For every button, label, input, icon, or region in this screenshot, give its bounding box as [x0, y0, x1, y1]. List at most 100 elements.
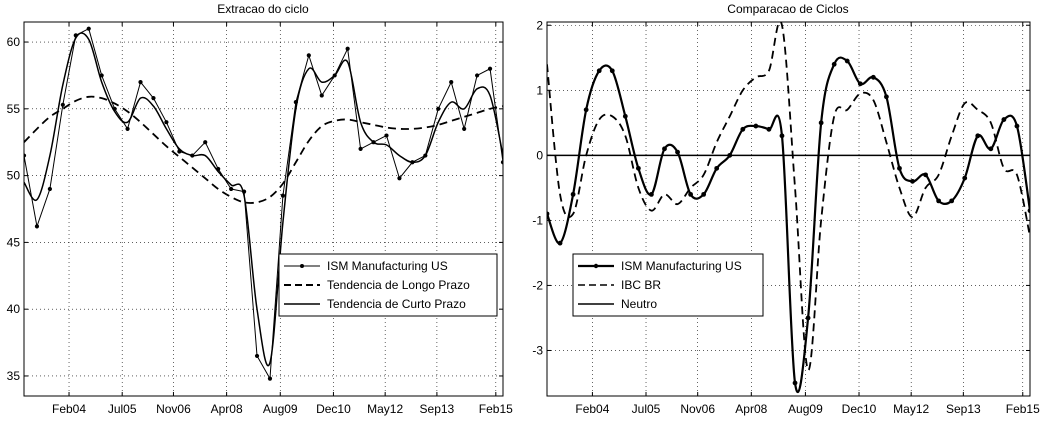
right-point-ism-manufacturing-us: [923, 172, 928, 178]
right-axes-box: [546, 21, 1031, 397]
right-point-ism-manufacturing-us: [583, 107, 589, 113]
right-point-ism-manufacturing-us: [988, 146, 994, 152]
right-ytick-label: 2: [536, 18, 543, 32]
right-point-ism-manufacturing-us: [714, 165, 720, 171]
left-point-ism-manufacturing-us: [500, 160, 503, 165]
right-line-ibc-br: [547, 22, 1030, 371]
left-point-ism-manufacturing-us: [358, 146, 363, 151]
right-point-ism-manufacturing-us: [884, 94, 889, 100]
left-point-ism-manufacturing-us: [86, 26, 91, 31]
right-point-ism-manufacturing-us: [962, 175, 968, 181]
left-plot-area: [24, 22, 503, 396]
left-point-ism-manufacturing-us: [345, 46, 350, 51]
left-ticks: 35 40 45 50 55 60 Feb04 Jul05 Nov06 Apr08 Aug09 Dec…: [7, 22, 513, 416]
right-point-ism-manufacturing-us: [805, 315, 811, 321]
right-point-ism-manufacturing-us: [662, 146, 667, 152]
right-point-ism-manufacturing-us: [766, 126, 772, 132]
left-point-ism-manufacturing-us: [436, 106, 441, 111]
left-ytick-label: 55: [7, 102, 21, 116]
right-point-ism-manufacturing-us: [649, 191, 654, 197]
right-point-ism-manufacturing-us: [844, 58, 850, 64]
right-point-ism-manufacturing-us: [688, 191, 693, 197]
left-xtick-label: May12: [367, 402, 403, 416]
right-plot-area: [547, 22, 1030, 396]
right-series-ism-manufacturing-us: [547, 56, 1030, 393]
left-point-ism-manufacturing-us: [475, 73, 480, 78]
right-point-ism-manufacturing-us: [1027, 208, 1030, 214]
right-xtick-label: Dec10: [842, 402, 877, 416]
right-point-ism-manufacturing-us: [910, 178, 915, 184]
right-point-ism-manufacturing-us: [727, 152, 733, 158]
left-point-ism-manufacturing-us: [293, 100, 298, 105]
right-legend-label-ibc: IBC BR: [621, 278, 661, 292]
left-point-ism-manufacturing-us: [319, 93, 324, 98]
left-point-ism-manufacturing-us: [229, 186, 234, 192]
left-legend-box: [278, 253, 498, 317]
left-point-ism-manufacturing-us: [280, 193, 286, 198]
right-point-ism-manufacturing-us: [570, 191, 576, 197]
left-ytick-label: 50: [7, 169, 21, 183]
left-point-ism-manufacturing-us: [332, 73, 337, 78]
left-legend-label-long: Tendencia de Longo Prazo: [327, 278, 470, 292]
left-point-ism-manufacturing-us: [462, 126, 467, 131]
left-point-ism-manufacturing-us: [254, 353, 260, 359]
right-ytick-label: 0: [536, 148, 543, 162]
right-series: [547, 22, 1030, 393]
right-chart-title: Comparacao de Ciclos: [727, 2, 848, 16]
left-point-ism-manufacturing-us: [267, 376, 273, 381]
left-point-ism-manufacturing-us: [138, 80, 143, 85]
right-xtick-label: Sep13: [946, 402, 981, 416]
left-point-ism-manufacturing-us: [241, 189, 247, 194]
left-ytick-label: 60: [7, 35, 21, 49]
left-point-ism-manufacturing-us: [203, 140, 208, 145]
left-chart-title: Extracao do ciclo: [217, 2, 309, 16]
left-xtick-label: Nov06: [156, 402, 191, 416]
right-point-ism-manufacturing-us: [596, 68, 602, 74]
left-point-ism-manufacturing-us: [216, 166, 221, 172]
right-chart: Comparacao de Ciclos -3 -2 -1 0 1 2 Feb04 Jul05…: [532, 2, 1040, 416]
left-legend-label-short: Tendencia de Curto Prazo: [327, 297, 466, 311]
left-point-ism-manufacturing-us: [384, 133, 389, 138]
right-legend-label-neutro: Neutro: [621, 297, 657, 311]
right-series-ibc-br: [547, 22, 1030, 371]
right-point-ism-manufacturing-us: [857, 81, 863, 87]
left-line-ism-manufacturing-us: [24, 28, 503, 380]
right-point-ism-manufacturing-us: [818, 120, 824, 126]
left-ytick-label: 45: [7, 235, 21, 249]
left-point-ism-manufacturing-us: [112, 106, 117, 111]
left-point-ism-manufacturing-us: [47, 186, 52, 192]
left-point-ism-manufacturing-us: [177, 149, 182, 154]
right-point-ism-manufacturing-us: [557, 240, 563, 246]
left-point-ism-manufacturing-us: [164, 120, 169, 125]
right-line-ism-manufacturing-us: [547, 56, 1030, 393]
left-point-ism-manufacturing-us: [487, 66, 493, 71]
left-xtick-label: Dec10: [316, 402, 351, 416]
left-point-ism-manufacturing-us: [151, 96, 156, 101]
right-point-ism-manufacturing-us: [675, 149, 680, 155]
left-point-ism-manufacturing-us: [24, 153, 27, 158]
left-point-ism-manufacturing-us: [449, 80, 454, 85]
left-series: [24, 26, 503, 381]
right-point-ism-manufacturing-us: [949, 198, 955, 204]
right-point-ism-manufacturing-us: [740, 126, 746, 132]
right-xtick-label: Feb04: [575, 402, 609, 416]
left-series-tendencia-de-curto-prazo: [24, 32, 503, 367]
right-xtick-label: Feb15: [1006, 402, 1040, 416]
right-point-ism-manufacturing-us: [1001, 117, 1007, 122]
left-point-ism-manufacturing-us: [34, 224, 40, 229]
right-point-ism-manufacturing-us: [936, 198, 942, 204]
right-xtick-label: May12: [893, 402, 929, 416]
right-point-ism-manufacturing-us: [1014, 123, 1020, 129]
right-point-ism-manufacturing-us: [753, 123, 759, 129]
left-line-tendencia-de-longo-prazo: [24, 95, 503, 204]
right-ytick-label: -3: [532, 343, 543, 357]
right-xtick-label: Jul05: [632, 402, 661, 416]
left-legend: ISM Manufacturing US Tendencia de Longo …: [278, 253, 498, 317]
left-ytick-label: 40: [7, 302, 21, 316]
left-point-ism-manufacturing-us: [60, 102, 65, 107]
right-point-ism-manufacturing-us: [622, 113, 628, 119]
left-xtick-label: Aug09: [263, 402, 298, 416]
left-xtick-label: Feb15: [479, 402, 513, 416]
left-point-ism-manufacturing-us: [371, 140, 376, 145]
left-series-tendencia-de-longo-prazo: [24, 95, 503, 204]
